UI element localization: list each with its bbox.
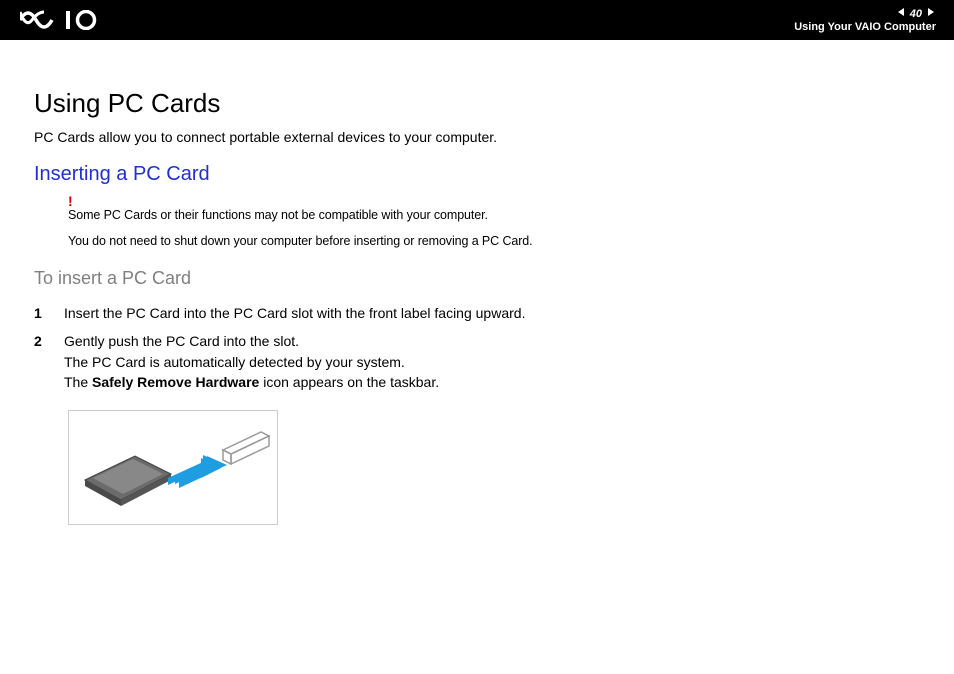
note-line-2: You do not need to shut down your comput… <box>68 234 920 248</box>
next-page-arrow[interactable] <box>926 7 936 20</box>
pc-card-icon <box>85 456 171 506</box>
page-number: 40 <box>910 8 922 20</box>
step-body: Insert the PC Card into the PC Card slot… <box>64 303 920 323</box>
pc-card-slot-icon <box>223 432 269 464</box>
step-number: 2 <box>34 331 46 392</box>
step-body: Gently push the PC Card into the slot. T… <box>64 331 920 392</box>
section-heading: Inserting a PC Card <box>34 163 920 186</box>
steps-list: 1 Insert the PC Card into the PC Card sl… <box>34 303 920 392</box>
step-2-line-1: Gently push the PC Card into the slot. <box>64 333 299 349</box>
step-1: 1 Insert the PC Card into the PC Card sl… <box>34 303 920 323</box>
vaio-logo <box>20 10 116 30</box>
header-right: 40 Using Your VAIO Computer <box>794 7 936 33</box>
step-2: 2 Gently push the PC Card into the slot.… <box>34 331 920 392</box>
note-line-1: Some PC Cards or their functions may not… <box>68 208 920 222</box>
step-2-line-3a: The <box>64 374 92 390</box>
intro-text: PC Cards allow you to connect portable e… <box>34 129 920 145</box>
prev-page-arrow[interactable] <box>896 7 906 20</box>
step-number: 1 <box>34 303 46 323</box>
note-block: ! Some PC Cards or their functions may n… <box>68 194 920 248</box>
safely-remove-label: Safely Remove Hardware <box>92 374 259 390</box>
page-nav: 40 <box>794 7 936 20</box>
step-2-line-2: The PC Card is automatically detected by… <box>64 354 405 370</box>
step-2-line-3c: icon appears on the taskbar. <box>259 374 439 390</box>
page-header: 40 Using Your VAIO Computer <box>0 0 954 40</box>
page-title: Using PC Cards <box>34 88 920 119</box>
header-subtitle: Using Your VAIO Computer <box>794 21 936 33</box>
procedure-title: To insert a PC Card <box>34 268 920 289</box>
pc-card-illustration <box>68 410 278 525</box>
page-content: Using PC Cards PC Cards allow you to con… <box>0 40 954 525</box>
alert-icon: ! <box>68 194 920 208</box>
